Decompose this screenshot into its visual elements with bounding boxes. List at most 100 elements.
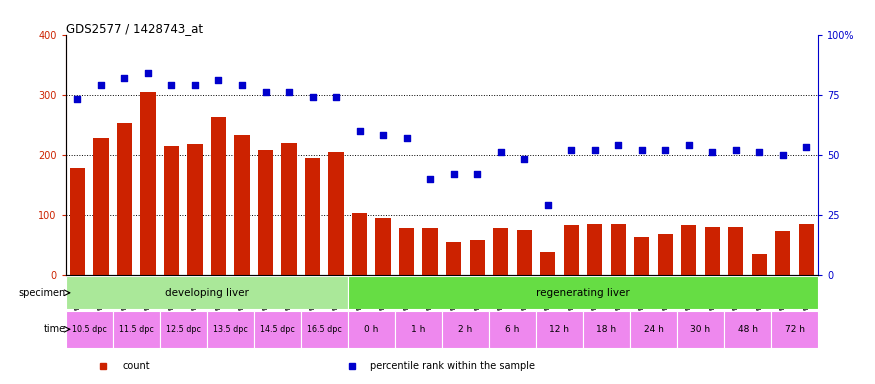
Point (329, 94, 343, 100)
Bar (630, 311, 677, 348)
Text: 30 h: 30 h (690, 325, 710, 334)
Bar (206, 311, 254, 348)
Bar (681, 225, 696, 275)
Point (682, 142, 696, 148)
Bar (489, 311, 536, 348)
Bar (540, 252, 556, 275)
Bar (470, 240, 485, 275)
Bar (164, 146, 179, 275)
Bar (724, 311, 771, 348)
Text: 0 h: 0 h (364, 325, 379, 334)
Text: 13.5 dpc: 13.5 dpc (213, 325, 248, 334)
Bar (187, 144, 203, 275)
Bar (775, 231, 790, 275)
Text: 2 h: 2 h (458, 325, 472, 334)
Text: 18 h: 18 h (597, 325, 617, 334)
Bar (752, 253, 767, 275)
Point (282, 89, 296, 95)
Point (353, 127, 367, 134)
Point (470, 170, 484, 177)
Bar (328, 152, 344, 275)
Point (70, 96, 84, 103)
Point (493, 149, 507, 155)
Point (541, 202, 555, 208)
Bar (348, 311, 395, 348)
Bar (399, 228, 414, 275)
Text: percentile rank within the sample: percentile rank within the sample (370, 361, 536, 371)
Bar (704, 227, 720, 275)
Text: 11.5 dpc: 11.5 dpc (119, 325, 154, 334)
Point (188, 82, 202, 88)
Bar (677, 311, 724, 348)
Point (752, 149, 766, 155)
Bar (66, 276, 348, 309)
Bar (234, 136, 249, 275)
Bar (348, 276, 818, 309)
Bar (442, 311, 489, 348)
Point (658, 147, 672, 153)
Point (424, 175, 438, 182)
Bar (70, 168, 85, 275)
Point (517, 156, 531, 162)
Point (800, 144, 814, 151)
Text: time: time (44, 324, 66, 334)
Bar (611, 223, 626, 275)
Point (588, 147, 602, 153)
Bar (423, 228, 438, 275)
Bar (140, 91, 156, 275)
Point (141, 70, 155, 76)
Bar (282, 142, 297, 275)
Bar (771, 311, 818, 348)
Text: specimen: specimen (18, 288, 66, 298)
Text: 16.5 dpc: 16.5 dpc (307, 325, 342, 334)
Text: GDS2577 / 1428743_at: GDS2577 / 1428743_at (66, 22, 203, 35)
Point (776, 152, 790, 158)
Point (400, 135, 414, 141)
Point (729, 147, 743, 153)
Point (212, 77, 226, 83)
Bar (352, 213, 367, 275)
Bar (160, 311, 206, 348)
Point (564, 147, 578, 153)
Text: 12 h: 12 h (550, 325, 570, 334)
Bar (66, 311, 113, 348)
Point (305, 94, 319, 100)
Text: 24 h: 24 h (644, 325, 663, 334)
Bar (116, 123, 132, 275)
Bar (395, 311, 442, 348)
Point (634, 147, 648, 153)
Text: 48 h: 48 h (738, 325, 758, 334)
Bar (254, 311, 301, 348)
Bar (258, 150, 273, 275)
Point (117, 74, 131, 81)
Bar (634, 237, 649, 275)
Point (376, 132, 390, 139)
Bar (375, 218, 391, 275)
Bar (587, 224, 602, 275)
Bar (583, 311, 630, 348)
Bar (211, 118, 226, 275)
Bar (94, 138, 108, 275)
Point (612, 142, 626, 148)
Bar (516, 230, 532, 275)
Text: 6 h: 6 h (505, 325, 520, 334)
Text: 1 h: 1 h (411, 325, 425, 334)
Bar (799, 223, 814, 275)
Point (705, 149, 719, 155)
Text: 72 h: 72 h (785, 325, 805, 334)
Text: count: count (123, 361, 150, 371)
Text: regenerating liver: regenerating liver (536, 288, 630, 298)
Text: 12.5 dpc: 12.5 dpc (165, 325, 200, 334)
Point (94, 82, 108, 88)
Bar (728, 227, 744, 275)
Point (235, 82, 249, 88)
Bar (658, 234, 673, 275)
Text: 10.5 dpc: 10.5 dpc (72, 325, 107, 334)
Text: developing liver: developing liver (164, 288, 248, 298)
Text: 14.5 dpc: 14.5 dpc (260, 325, 295, 334)
Point (258, 89, 272, 95)
Point (446, 170, 460, 177)
Bar (113, 311, 160, 348)
Bar (564, 225, 579, 275)
Bar (493, 228, 508, 275)
